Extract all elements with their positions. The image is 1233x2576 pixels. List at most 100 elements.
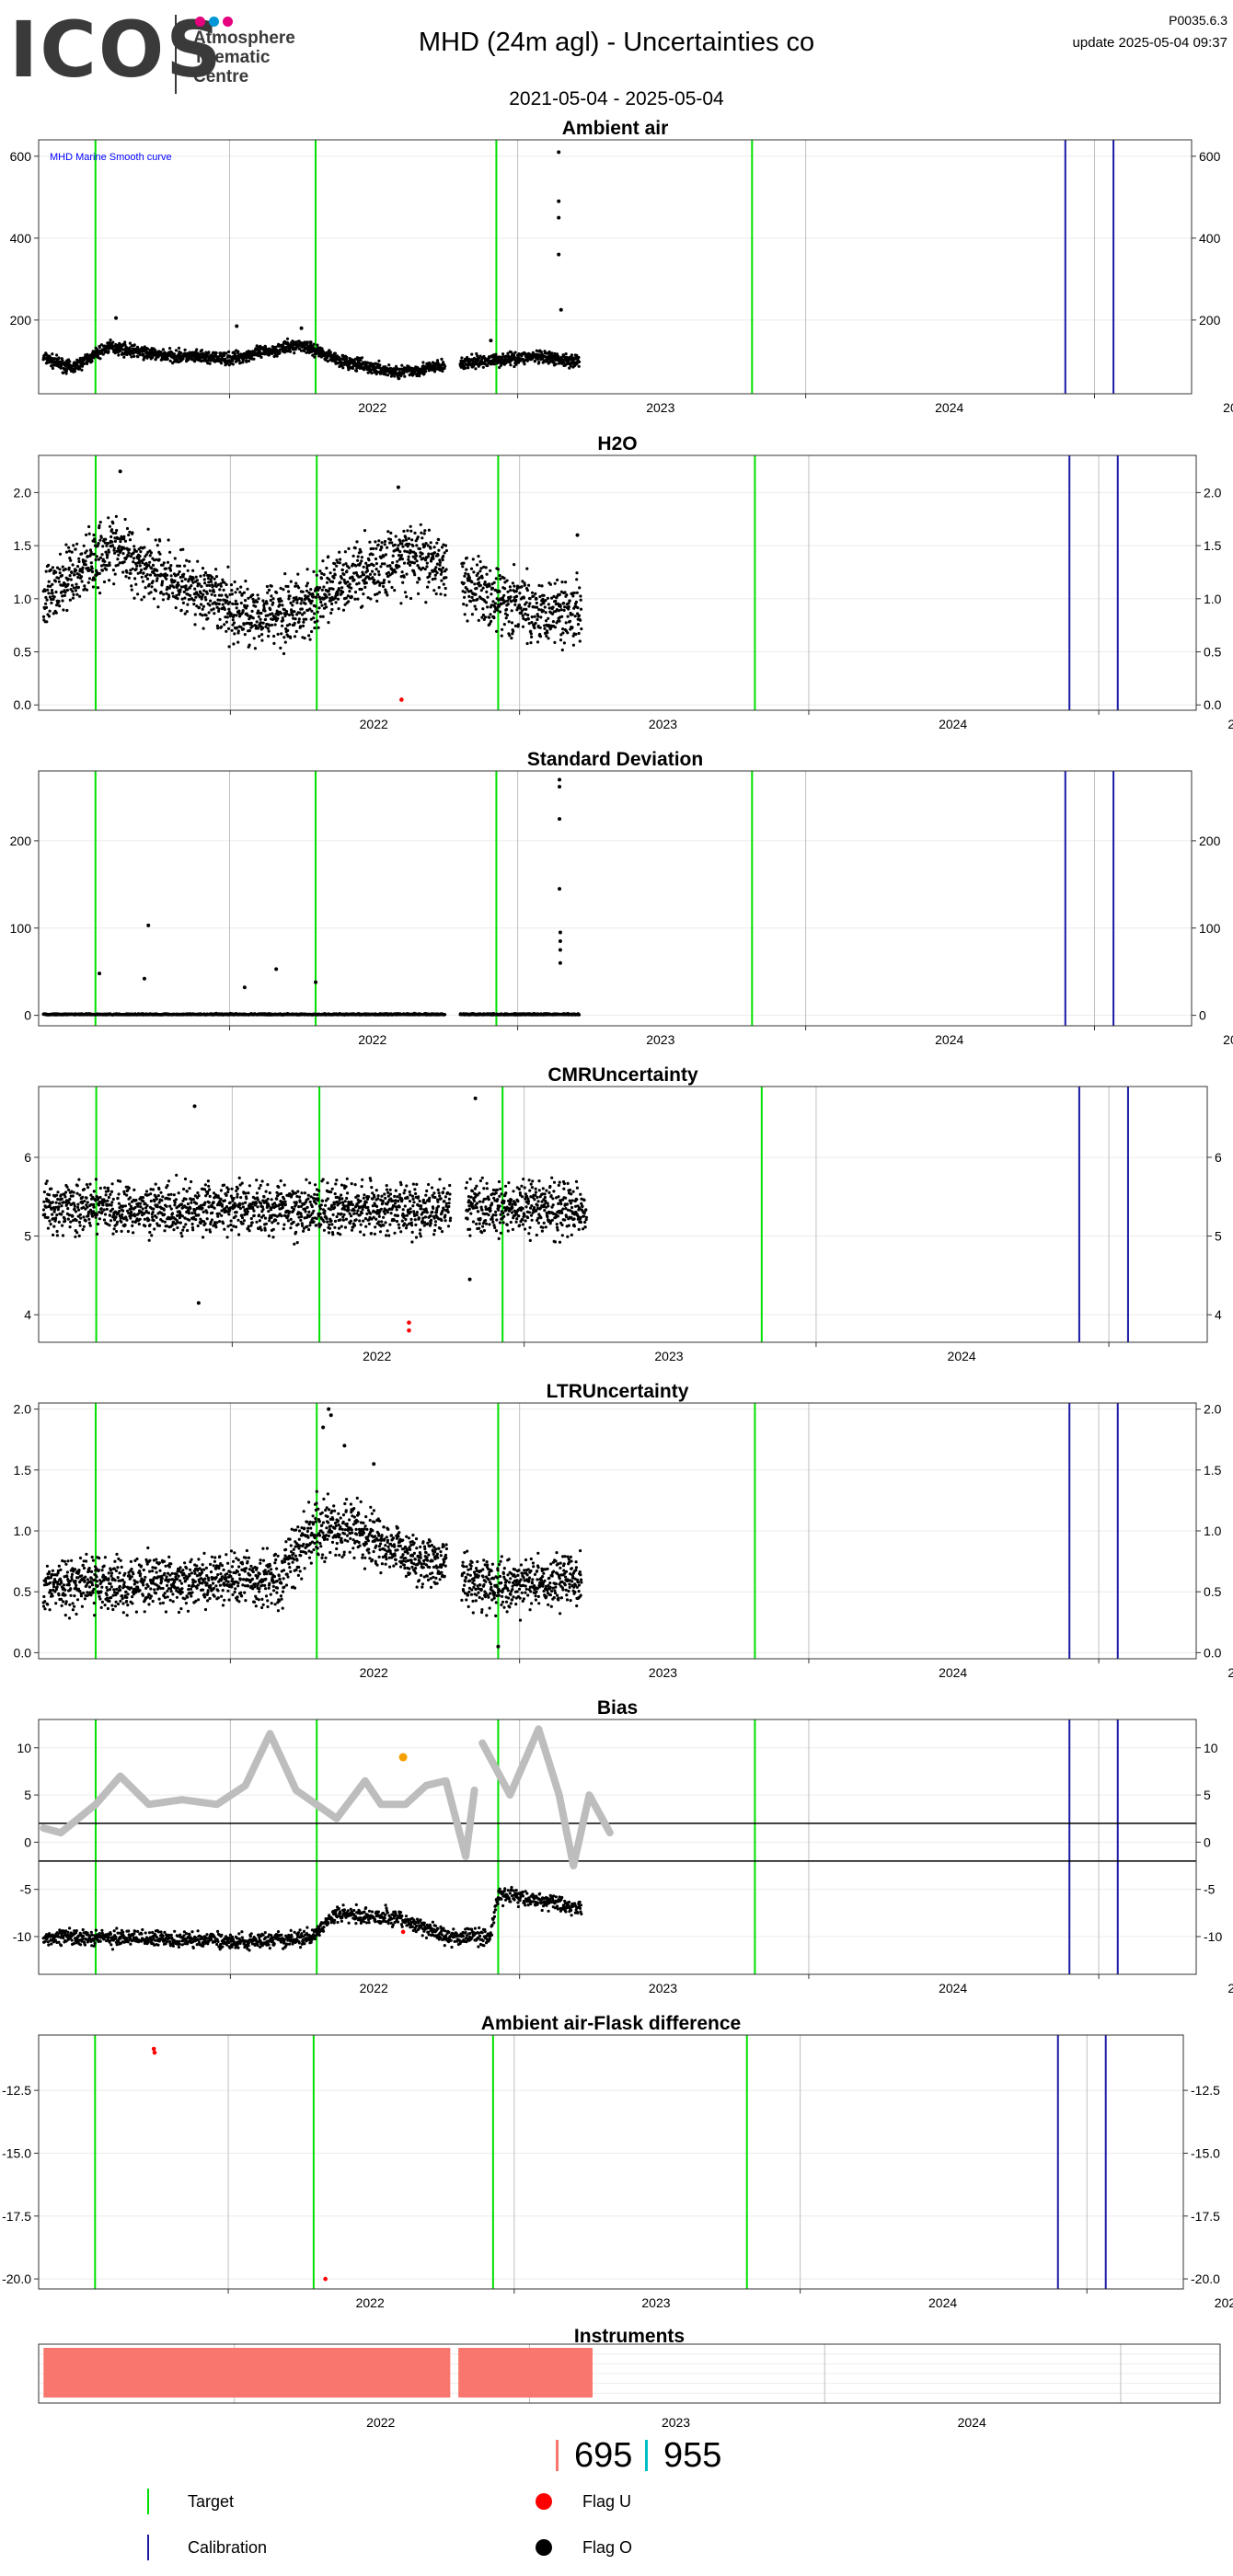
- data-point: [434, 592, 438, 596]
- data-point: [128, 341, 132, 345]
- data-point: [98, 357, 102, 361]
- data-point: [127, 533, 131, 537]
- data-point: [406, 529, 409, 533]
- data-point: [519, 606, 523, 610]
- data-point: [236, 587, 239, 591]
- data-point: [125, 526, 130, 531]
- data-point: [562, 361, 566, 364]
- data-point: [310, 629, 314, 634]
- data-point: [512, 629, 515, 633]
- x-tick-label: 2024: [935, 400, 963, 415]
- logo-dot: [223, 17, 233, 27]
- data-point: [316, 592, 320, 596]
- data-point: [281, 624, 284, 627]
- data-point: [119, 540, 122, 544]
- data-point: [83, 362, 86, 365]
- data-point: [225, 599, 229, 603]
- data-point: [563, 605, 567, 609]
- data-point: [312, 616, 316, 620]
- data-point: [538, 635, 543, 638]
- data-point: [437, 548, 441, 552]
- data-point: [356, 558, 360, 562]
- data-point: [504, 616, 508, 620]
- data-point: [355, 540, 359, 544]
- data-point: [509, 589, 513, 592]
- data-point: [374, 540, 377, 544]
- data-point: [489, 613, 492, 616]
- data-point: [556, 578, 559, 582]
- data-point: [278, 351, 282, 354]
- data-point: [261, 599, 265, 603]
- data-point: [221, 603, 225, 606]
- data-point: [305, 617, 308, 621]
- data-point: [322, 585, 326, 589]
- data-point: [513, 584, 516, 588]
- data-point: [421, 361, 425, 364]
- y-tick-label: 1.0: [14, 592, 32, 606]
- data-point: [233, 580, 236, 584]
- data-point: [85, 588, 89, 592]
- data-point: [208, 583, 212, 588]
- data-point: [278, 603, 282, 607]
- data-point: [139, 550, 143, 554]
- data-point: [280, 599, 283, 603]
- data-point: [323, 603, 327, 606]
- data-point: [90, 569, 95, 574]
- data-point: [76, 585, 80, 590]
- data-point: [514, 590, 518, 593]
- data-point: [415, 559, 419, 563]
- data-point: [375, 546, 378, 550]
- data-point: [195, 348, 199, 351]
- data-point: [217, 602, 221, 606]
- data-point: [351, 554, 355, 558]
- data-point: [75, 542, 79, 546]
- data-point: [202, 627, 205, 630]
- data-point: [385, 591, 388, 594]
- data-point: [526, 617, 530, 621]
- data-point: [267, 588, 271, 592]
- data-point: [68, 598, 72, 602]
- data-point: [293, 351, 296, 355]
- data-point: [251, 593, 255, 597]
- data-point: [293, 635, 297, 638]
- data-points: [41, 337, 582, 381]
- data-point: [249, 350, 253, 353]
- data-point: [309, 588, 313, 592]
- data-point: [181, 601, 185, 605]
- data-point: [351, 366, 355, 370]
- data-point: [373, 572, 376, 576]
- data-point: [107, 350, 110, 353]
- data-point: [230, 592, 234, 596]
- data-point: [192, 598, 196, 602]
- data-point: [500, 634, 503, 638]
- data-point: [410, 538, 414, 542]
- data-point: [133, 545, 136, 548]
- data-point: [564, 581, 568, 584]
- page-header: ICOS Atmosphere Thematic Centre MHD (24m…: [0, 0, 1233, 109]
- data-point: [46, 584, 50, 588]
- data-point: [484, 566, 488, 569]
- data-point: [177, 572, 180, 576]
- data-point: [567, 605, 570, 609]
- data-point: [399, 602, 403, 605]
- data-point: [136, 355, 140, 359]
- data-point: [465, 568, 468, 571]
- update-timestamp: update 2025-05-04 09:37: [1072, 35, 1227, 51]
- data-point: [578, 639, 582, 643]
- data-point: [121, 570, 125, 574]
- data-point: [338, 356, 341, 360]
- data-point: [491, 353, 496, 357]
- panel-1: [34, 454, 1201, 715]
- data-point: [356, 555, 360, 558]
- data-point: [502, 576, 506, 581]
- data-point: [225, 615, 229, 619]
- data-point: [263, 352, 267, 356]
- data-point: [360, 556, 363, 559]
- data-point: [552, 361, 556, 364]
- data-point: [98, 523, 101, 527]
- data-point: [213, 593, 217, 597]
- data-point: [122, 535, 126, 539]
- data-point: [413, 573, 417, 577]
- outlier-point: [557, 215, 561, 220]
- data-point: [444, 586, 447, 591]
